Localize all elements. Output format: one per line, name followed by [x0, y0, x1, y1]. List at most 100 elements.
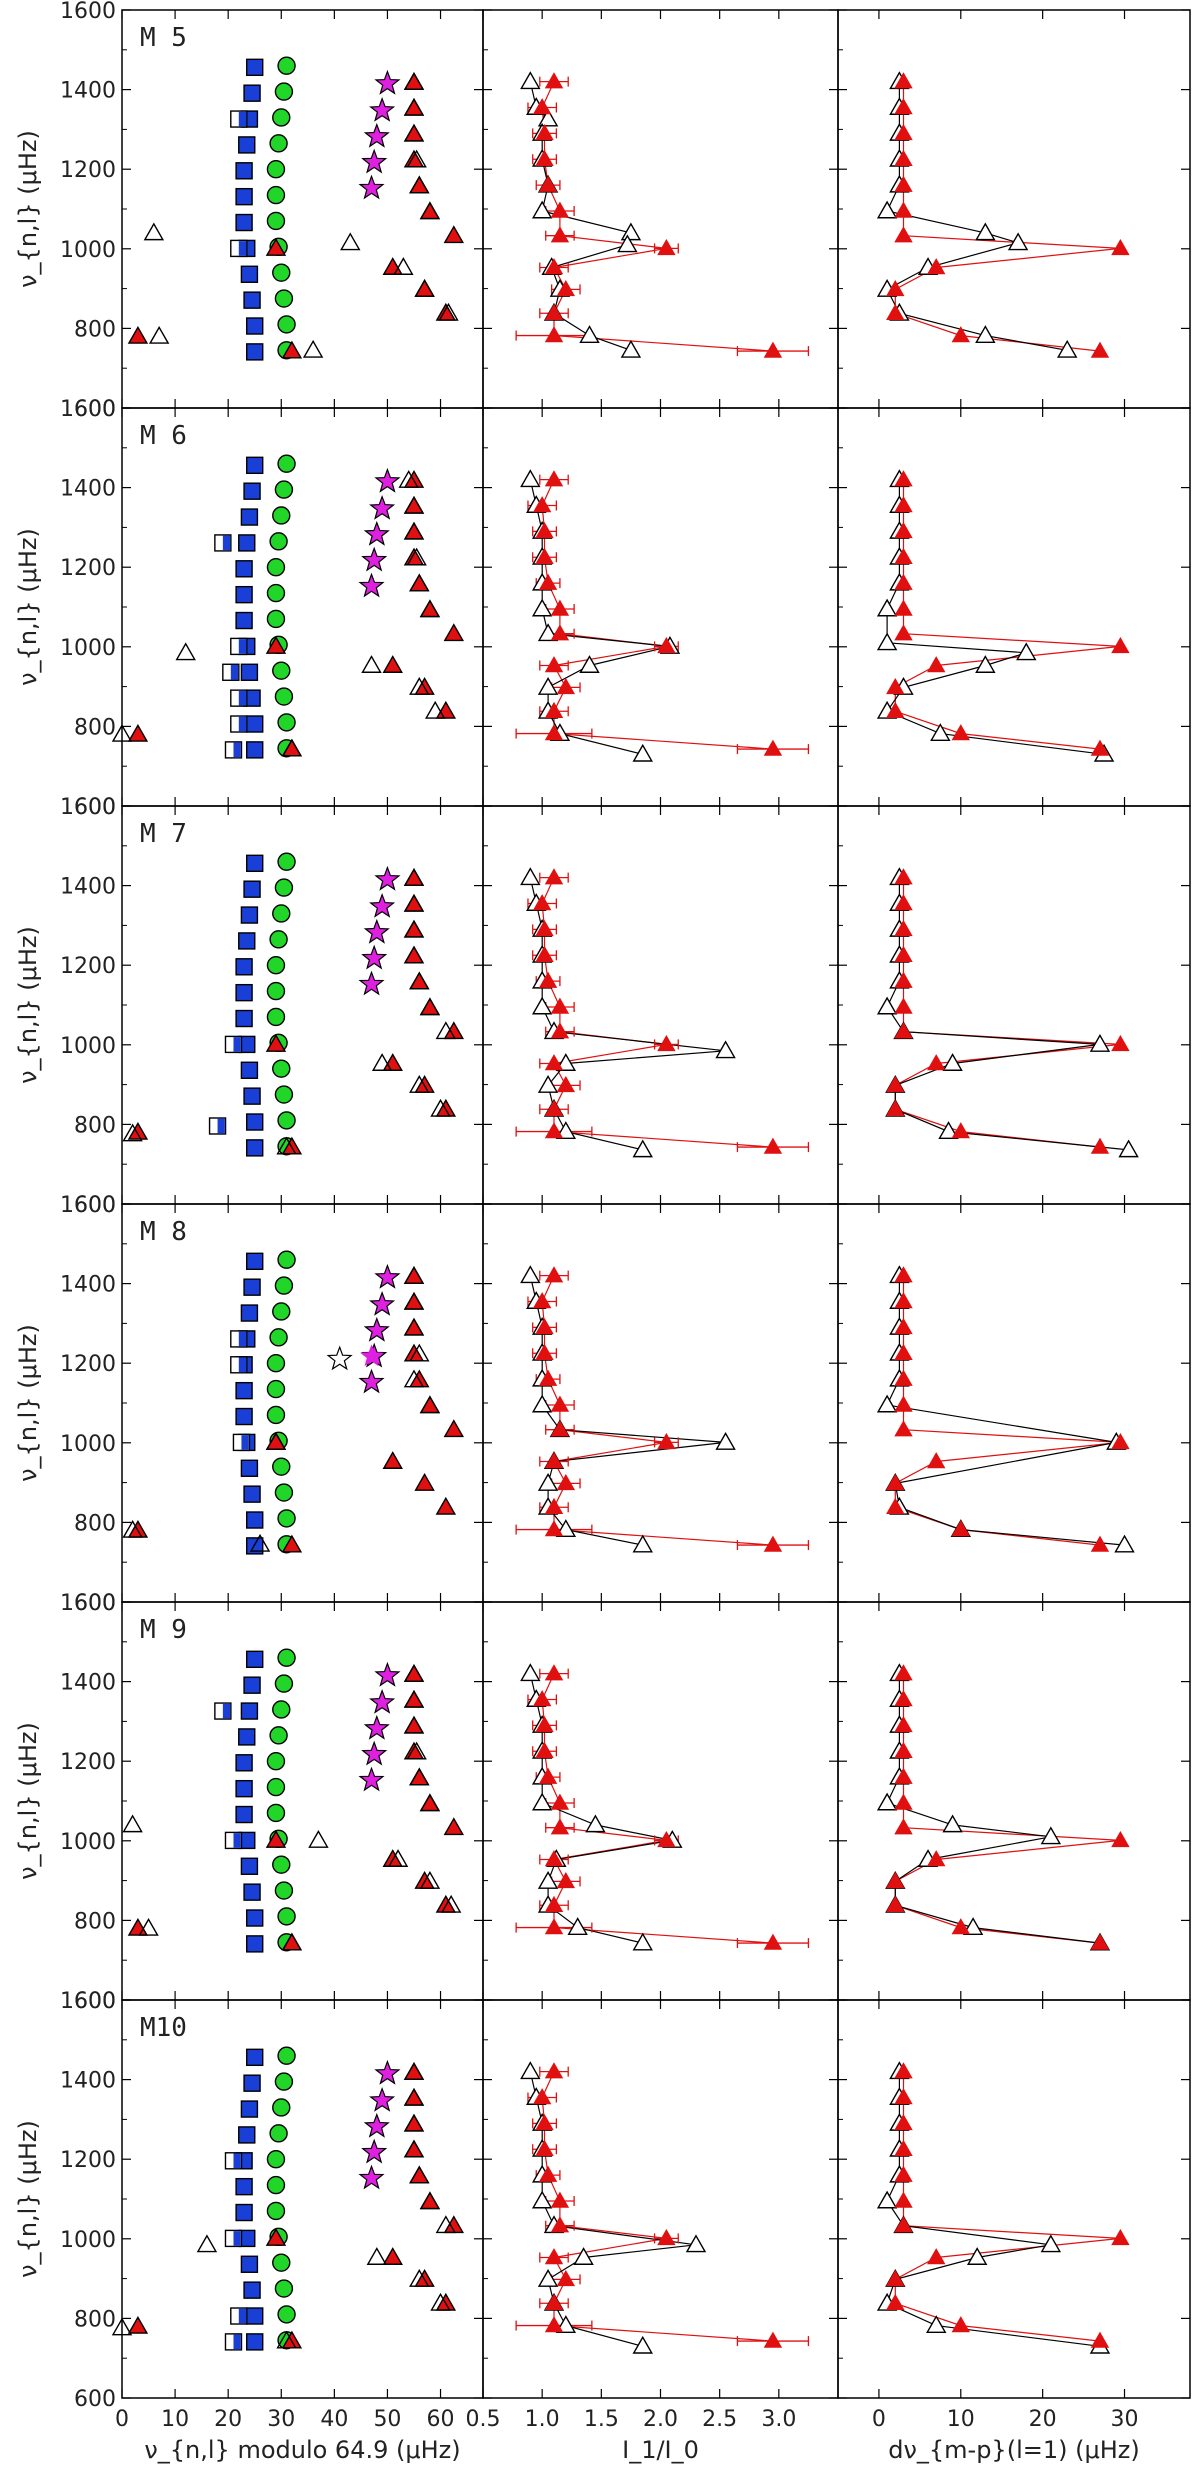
l2-model-triangle [122, 1123, 143, 1142]
ratio-observed-triangle [657, 1034, 676, 1052]
split-observed-triangle [894, 470, 913, 487]
ratio-panel [515, 2061, 810, 2354]
l2-observed-triangle [443, 623, 465, 642]
l2-model-triangle [366, 2247, 388, 2265]
ratio-observed-triangle [544, 1266, 564, 1283]
y-tick-label: 1200 [60, 1750, 116, 1775]
l2-observed-triangle [382, 1451, 403, 1469]
l0-observed-square [235, 1381, 253, 1400]
ratio-observed-triangle [544, 1520, 564, 1537]
split-observed-triangle [951, 2316, 970, 2333]
l2-model-triangle [406, 547, 427, 566]
ratio-observed-triangle [532, 98, 552, 115]
l1-observed-circle [274, 289, 294, 308]
l2-observed-triangle [403, 1689, 425, 1708]
l0-model-square-fill [233, 2334, 241, 2350]
split-model-triangle [1114, 1534, 1135, 1553]
split-observed-triangle [894, 547, 913, 564]
l2-model-triangle [409, 2165, 430, 2184]
l2-model-triangle [148, 325, 170, 344]
split-model-triangle [962, 1917, 984, 1936]
l2-observed-triangle [127, 723, 149, 742]
l2-model-triangle [419, 201, 441, 220]
ratio-observed-triangle [657, 1830, 676, 1848]
split-observed-triangle [1090, 1137, 1110, 1154]
l1-observed-circle [272, 263, 291, 282]
row-6: 600 800 1000 1200 1400 1600 ν_{n,l} (μHz) M10 [14, 1989, 1191, 2412]
l2-observed-triangle [403, 123, 425, 142]
split-observed-triangle [1090, 1535, 1110, 1552]
split-observed-triangle [1111, 2228, 1130, 2246]
l2-observed-triangle [443, 1419, 465, 1438]
split-observed-triangle [894, 175, 913, 192]
l1-observed-circle [266, 1777, 286, 1797]
ratio-observed-triangle [544, 701, 564, 718]
ratio-observed-triangle [550, 1395, 570, 1412]
ratio-model-triangle [537, 1472, 559, 1491]
l0-observed-square [235, 213, 253, 232]
ratio-model-triangle [715, 1431, 736, 1450]
split-observed-line [894, 877, 1121, 1148]
l3-observed-star [358, 572, 385, 598]
y-tick-label: 1200 [60, 954, 116, 979]
split-observed-triangle [1090, 341, 1110, 358]
l2-model-triangle [419, 1395, 441, 1414]
l0-observed-square [235, 187, 253, 206]
x-axis-title: I_1/I_0 [622, 2436, 699, 2464]
l3-observed-star [374, 69, 401, 95]
ratio-model-triangle [632, 1534, 653, 1553]
split-model-triangle [1057, 339, 1078, 358]
split-observed-line [894, 1673, 1121, 1944]
ratio-model-triangle [531, 2190, 553, 2209]
l2-observed-triangle [403, 1741, 425, 1760]
l2-model-triangle [409, 573, 430, 592]
split-observed-triangle [894, 2191, 913, 2208]
ratio-observed-triangle [556, 1871, 576, 1889]
ratio-model-triangle [537, 676, 559, 695]
l3-observed-star [369, 494, 396, 520]
ratio-observed-triangle [535, 149, 554, 166]
l2-observed-triangle [435, 1496, 457, 1515]
l3-observed-star [361, 546, 388, 572]
l2-model-triangle [430, 1098, 451, 1117]
l2-observed-triangle [419, 201, 441, 220]
l2-model-triangle [403, 2139, 425, 2158]
split-observed-triangle [886, 1895, 905, 1912]
l2-observed-triangle [403, 2113, 425, 2132]
split-observed-triangle [1111, 238, 1130, 256]
l1-observed-circle [272, 904, 291, 923]
ratio-observed-line [541, 1673, 773, 1944]
split-observed-triangle [894, 226, 913, 243]
l0-observed-square [238, 534, 256, 552]
l2-model-triangle [435, 2215, 457, 2234]
ratio-model-triangle [531, 598, 553, 617]
l1-observed-circle [277, 2305, 296, 2324]
split-observed-triangle [886, 677, 905, 695]
l0-observed-square [246, 1909, 264, 1927]
split-observed-triangle [894, 945, 913, 962]
l2-model-triangle [403, 1689, 425, 1708]
y-tick-label: 1400 [60, 2069, 116, 2094]
panel-frame [482, 805, 839, 1205]
split-observed-triangle [894, 2165, 913, 2182]
l2-model-triangle [403, 1715, 425, 1734]
panel-frame [482, 1601, 839, 2001]
ratio-observed-triangle [763, 1933, 783, 1950]
l2-observed-triangle [265, 1829, 287, 1848]
l2-model-triangle [138, 1917, 159, 1936]
l3-observed-star [374, 2059, 401, 2085]
split-observed-triangle [927, 258, 946, 275]
ratio-observed-triangle [657, 636, 676, 654]
l1-observed-circle [266, 1379, 286, 1399]
ratio-model-triangle [531, 200, 553, 219]
l2-observed-triangle [409, 175, 430, 194]
l0-observed-square [243, 1485, 261, 1503]
l1-observed-circle [277, 315, 296, 334]
y-tick-label: 800 [74, 2307, 116, 2332]
split-model-triangle [975, 222, 996, 241]
l1-observed-circle [266, 1353, 286, 1373]
l0-model-square-fill [238, 639, 247, 654]
split-observed-triangle [1111, 1830, 1130, 1848]
split-model-triangle [926, 2315, 947, 2334]
y-tick-label: 600 [74, 2387, 116, 2412]
